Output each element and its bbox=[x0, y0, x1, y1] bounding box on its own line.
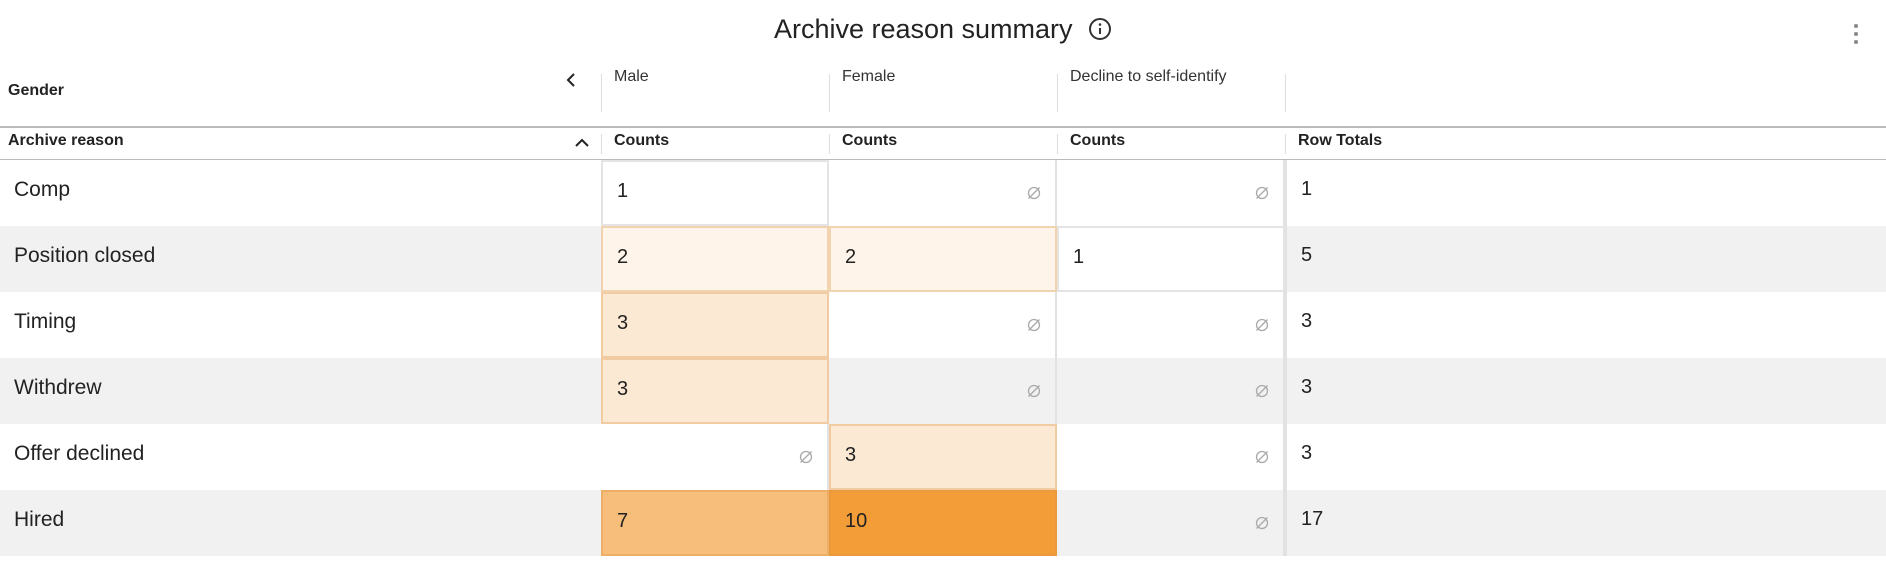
empty-cell bbox=[829, 292, 1057, 358]
column-header: Male bbox=[614, 68, 649, 85]
count-cell: 1 bbox=[1057, 226, 1285, 292]
count-cell: 3 bbox=[601, 292, 829, 358]
measure-header: Counts bbox=[842, 132, 898, 149]
column-header: Female bbox=[842, 68, 896, 85]
row-label: Timing bbox=[14, 310, 77, 333]
row-dimension-label: Archive reason bbox=[8, 132, 124, 149]
count-cell: 10 bbox=[829, 490, 1057, 556]
column-separator bbox=[601, 74, 602, 112]
row-total: 3 bbox=[1285, 358, 1326, 424]
empty-cell bbox=[601, 424, 829, 490]
column-separator bbox=[1057, 134, 1058, 154]
row-label: Withdrew bbox=[14, 376, 102, 399]
empty-cell bbox=[1057, 424, 1285, 490]
title-bar: Archive reason summary bbox=[0, 14, 1886, 45]
empty-cell bbox=[1057, 358, 1285, 424]
menu-button[interactable] bbox=[1848, 22, 1864, 46]
row-total: 1 bbox=[1285, 160, 1326, 226]
sort-rows-button[interactable] bbox=[574, 135, 590, 151]
column-dimension-label: Gender bbox=[8, 82, 65, 99]
measure-header: Counts bbox=[614, 132, 670, 149]
count-cell: 1 bbox=[601, 160, 829, 226]
table-row bbox=[0, 358, 1886, 424]
empty-cell bbox=[1057, 292, 1285, 358]
collapse-columns-button[interactable] bbox=[564, 72, 580, 88]
empty-cell bbox=[1057, 160, 1285, 226]
info-icon[interactable] bbox=[1088, 17, 1112, 41]
column-separator bbox=[1285, 134, 1286, 154]
empty-cell bbox=[1057, 490, 1285, 556]
row-label: Offer declined bbox=[14, 442, 145, 465]
row-total: 5 bbox=[1285, 226, 1326, 292]
row-label: Hired bbox=[14, 508, 65, 531]
count-cell: 2 bbox=[829, 226, 1057, 292]
table-row bbox=[0, 160, 1886, 226]
row-total: 3 bbox=[1285, 424, 1326, 490]
column-header: Decline to self-identify bbox=[1070, 68, 1227, 85]
column-separator bbox=[1285, 74, 1286, 112]
header-divider bbox=[0, 126, 1886, 128]
row-label: Comp bbox=[14, 178, 71, 201]
empty-cell bbox=[829, 160, 1057, 226]
count-cell: 3 bbox=[601, 358, 829, 424]
measure-header: Counts bbox=[1070, 132, 1126, 149]
row-total: 3 bbox=[1285, 292, 1326, 358]
count-cell: 2 bbox=[601, 226, 829, 292]
empty-cell bbox=[829, 358, 1057, 424]
column-separator bbox=[829, 134, 830, 154]
count-cell: 7 bbox=[601, 490, 829, 556]
totals-header: Row Totals bbox=[1298, 132, 1383, 149]
column-separator bbox=[1057, 74, 1058, 112]
row-total: 17 bbox=[1285, 490, 1337, 556]
table-row bbox=[0, 292, 1886, 358]
title: Archive reason summary bbox=[773, 14, 1073, 44]
count-cell: 3 bbox=[829, 424, 1057, 490]
column-separator bbox=[601, 134, 602, 154]
column-separator bbox=[829, 74, 830, 112]
row-label: Position closed bbox=[14, 244, 156, 267]
